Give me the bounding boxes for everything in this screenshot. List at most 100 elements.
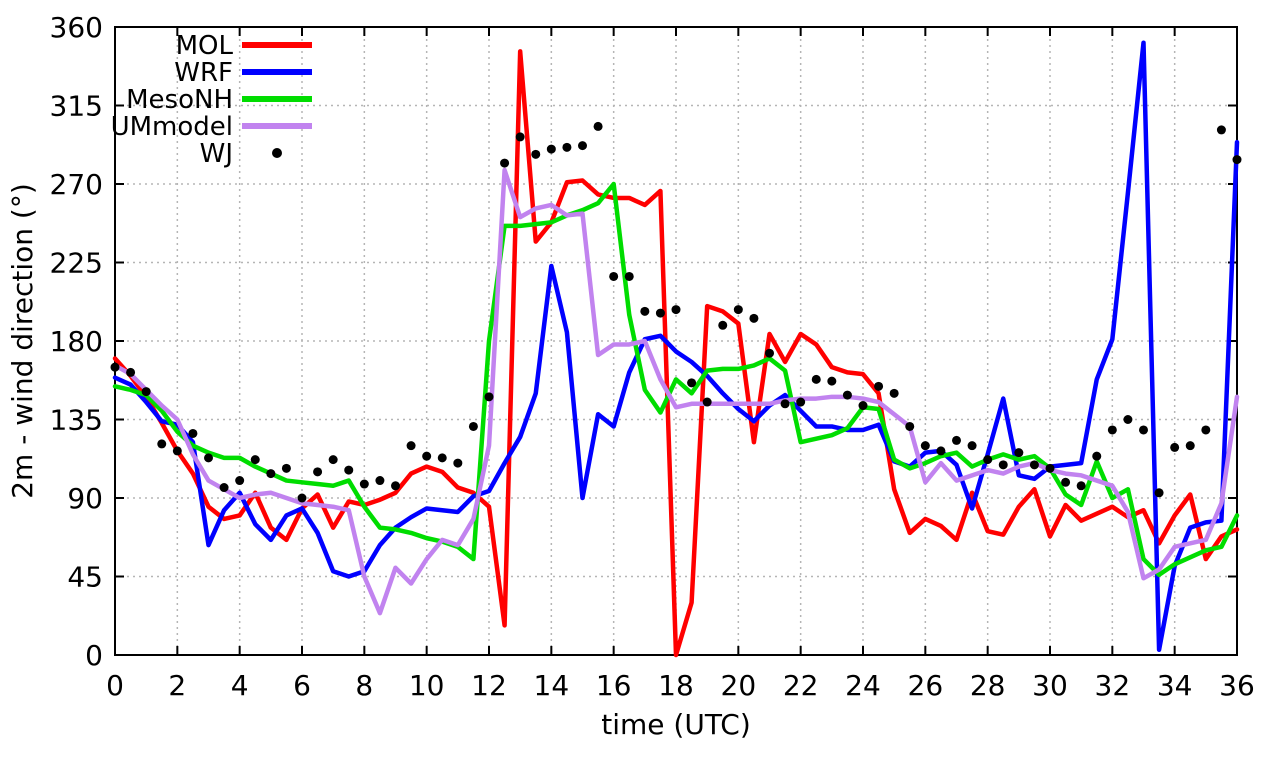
y-tick-label: 45 [67, 561, 103, 594]
legend-label-MOL: MOL [176, 31, 234, 61]
data-point [531, 149, 541, 159]
data-point [453, 458, 463, 468]
data-point [796, 397, 806, 407]
data-point [515, 132, 525, 142]
data-point [889, 388, 899, 398]
data-point [219, 483, 229, 493]
legend-label-UMmodel: UMmodel [111, 112, 233, 142]
data-point [188, 428, 198, 438]
data-point [936, 446, 946, 456]
data-point [297, 493, 307, 503]
data-point [406, 441, 416, 451]
x-tick-label: 2 [168, 669, 186, 702]
data-point [702, 397, 712, 407]
data-point [1185, 441, 1195, 451]
legend-label-WRF: WRF [174, 58, 233, 88]
data-point [437, 453, 447, 463]
data-point [141, 387, 151, 397]
data-series [110, 40, 1242, 658]
legend-entry-WRF: WRF [174, 58, 312, 88]
data-point [718, 320, 728, 330]
data-point [344, 465, 354, 475]
data-point [640, 306, 650, 316]
y-tick-label: 0 [85, 639, 103, 672]
data-point [874, 381, 884, 391]
data-point [920, 441, 930, 451]
x-tick-label: 14 [534, 669, 570, 702]
data-point [1216, 125, 1226, 135]
data-point [110, 362, 120, 372]
data-point [126, 367, 136, 377]
data-point [905, 421, 915, 431]
x-tick-label: 6 [293, 669, 311, 702]
data-point [266, 469, 276, 479]
data-point [609, 271, 619, 281]
data-point [827, 376, 837, 386]
x-tick-label: 26 [908, 669, 944, 702]
legend-entry-UMmodel: UMmodel [111, 112, 312, 142]
x-tick-label: 8 [355, 669, 373, 702]
y-tick-label: 225 [50, 247, 103, 280]
legend-swatch-WJ [272, 148, 282, 158]
data-point [391, 481, 400, 491]
data-point [1154, 488, 1164, 498]
data-point [375, 476, 385, 486]
y-tick-label: 90 [67, 482, 103, 515]
legend-entry-WJ: WJ [200, 139, 282, 169]
series-points-WJ [110, 121, 1242, 503]
data-point [172, 446, 182, 456]
data-point [281, 463, 291, 473]
data-point [313, 467, 323, 477]
x-tick-label: 10 [409, 669, 445, 702]
data-point [468, 421, 478, 431]
data-point [765, 348, 774, 358]
tick-labels: 0 2 4 6 8 10 12 14 16 18 20 22 24 26 28 30 32 34 360459013… [50, 11, 1255, 702]
data-point [1170, 442, 1180, 452]
data-point [780, 399, 790, 409]
y-tick-label: 270 [50, 168, 103, 201]
data-point [204, 453, 213, 463]
data-point [250, 455, 260, 465]
data-point [1139, 425, 1148, 435]
data-point [998, 460, 1008, 470]
data-point [484, 392, 494, 402]
data-point [811, 374, 821, 384]
x-tick-label: 22 [783, 669, 819, 702]
data-point [624, 271, 634, 281]
data-point [422, 451, 432, 461]
y-tick-label: 135 [50, 404, 103, 437]
data-point [1076, 481, 1086, 491]
x-tick-label: 28 [970, 669, 1006, 702]
data-point [1201, 425, 1211, 435]
y-tick-label: 360 [50, 11, 103, 44]
data-point [157, 439, 167, 449]
legend-entry-MOL: MOL [176, 31, 312, 61]
data-point [858, 401, 868, 411]
y-tick-label: 315 [50, 90, 103, 123]
x-tick-label: 36 [1219, 669, 1255, 702]
data-point [562, 142, 572, 152]
data-point [1014, 448, 1024, 458]
y-tick-label: 180 [50, 325, 103, 358]
grid-lines [114, 26, 1238, 656]
data-point [1123, 415, 1133, 424]
data-point [967, 441, 977, 451]
data-point [1045, 463, 1055, 473]
data-point [749, 313, 759, 323]
data-point [687, 378, 697, 388]
legend-entry-MesoNH: MesoNH [126, 85, 312, 115]
x-tick-label: 12 [471, 669, 507, 702]
x-tick-label: 30 [1032, 669, 1068, 702]
x-tick-label: 24 [845, 669, 881, 702]
x-tick-label: 0 [106, 669, 124, 702]
data-point [235, 476, 245, 486]
data-point [842, 390, 852, 400]
data-point [1061, 477, 1071, 487]
x-tick-label: 18 [658, 669, 694, 702]
data-point [1107, 425, 1117, 435]
data-point [983, 455, 993, 465]
x-axis-title: time (UTC) [601, 708, 751, 741]
